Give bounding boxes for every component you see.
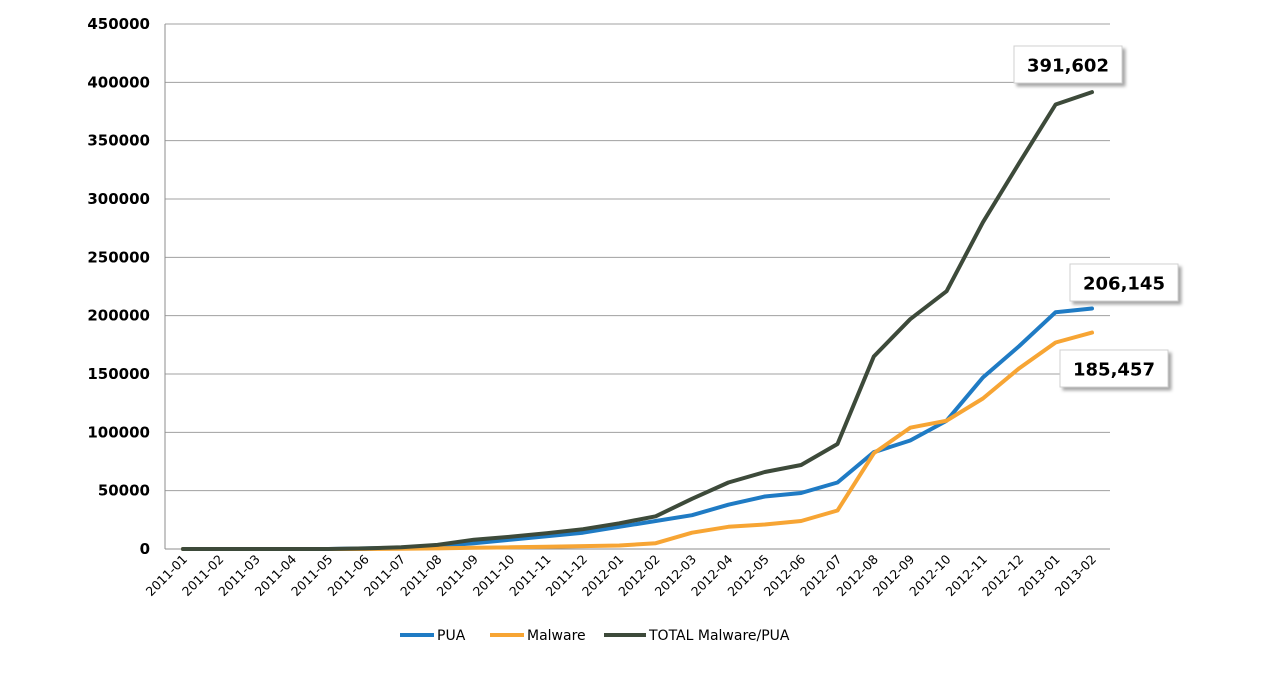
series-line-pua [181,306,1094,551]
legend-label: PUA [437,628,466,644]
gridlines [165,23,1110,492]
y-tick-label: 250000 [87,248,150,266]
legend-item-total-malware-pua: TOTAL Malware/PUA [604,628,790,644]
y-tick-label: 300000 [87,190,150,208]
y-axis-tick-labels: 0 50000 100000 150000 200000 250000 300000 3500… [87,15,150,558]
callout-total-malware-pua: 391,602 [1013,45,1123,84]
y-tick-label: 450000 [87,15,150,33]
series-line-total-malware-pua [181,90,1094,551]
y-tick-label: 100000 [87,423,150,441]
y-tick-label: 50000 [98,482,150,500]
y-tick-label: 350000 [87,132,150,150]
series-line-malware [181,330,1094,551]
legend: PUA Malware TOTAL Malware/PUA [400,628,790,644]
legend-label: TOTAL Malware/PUA [648,628,790,644]
callout-malware: 185,457 [1059,349,1169,388]
legend-item-malware: Malware [490,628,586,644]
y-tick-label: 150000 [87,365,150,383]
callout-value: 185,457 [1073,360,1155,381]
y-tick-label: 200000 [87,307,150,325]
y-tick-label: 0 [140,540,150,558]
callout-value: 206,145 [1083,274,1165,295]
legend-item-pua: PUA [400,628,466,644]
callout-value: 391,602 [1027,56,1109,77]
callout-box [1059,349,1169,388]
series-lines [181,90,1094,551]
value-callouts: 391,602 206,145 185,457 [1013,45,1179,388]
callout-box [1069,263,1179,302]
callout-box [1013,45,1123,84]
y-tick-label: 400000 [87,73,150,91]
legend-label: Malware [527,628,586,644]
x-axis-tick-labels: 2011-012011-022011-032011-042011-052011-… [143,551,1100,599]
axes [164,24,1110,550]
callout-pua: 206,145 [1069,263,1179,302]
